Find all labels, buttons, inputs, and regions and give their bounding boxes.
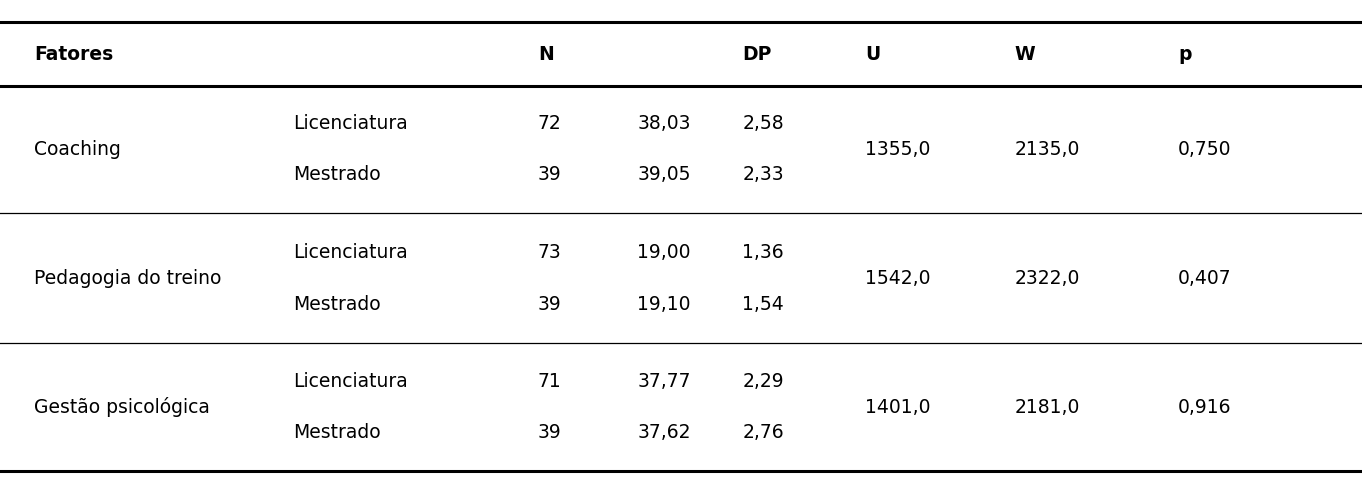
Text: 2322,0: 2322,0 bbox=[1015, 269, 1080, 288]
Text: 2135,0: 2135,0 bbox=[1015, 140, 1080, 159]
Text: 39: 39 bbox=[538, 294, 561, 314]
Text: 39: 39 bbox=[538, 166, 561, 184]
Text: 0,750: 0,750 bbox=[1178, 140, 1231, 159]
Text: 1,54: 1,54 bbox=[742, 294, 785, 314]
Text: 1401,0: 1401,0 bbox=[865, 398, 930, 416]
Text: Mestrado: Mestrado bbox=[293, 294, 380, 314]
Text: Coaching: Coaching bbox=[34, 140, 121, 159]
Text: 1542,0: 1542,0 bbox=[865, 269, 930, 288]
Text: 2181,0: 2181,0 bbox=[1015, 398, 1080, 416]
Text: Licenciatura: Licenciatura bbox=[293, 372, 407, 391]
Text: 73: 73 bbox=[538, 243, 561, 262]
Text: 37,62: 37,62 bbox=[637, 423, 691, 442]
Text: 2,33: 2,33 bbox=[742, 166, 785, 184]
Text: 38,03: 38,03 bbox=[637, 115, 691, 133]
Text: 39: 39 bbox=[538, 423, 561, 442]
Text: 1355,0: 1355,0 bbox=[865, 140, 930, 159]
Text: Pedagogia do treino: Pedagogia do treino bbox=[34, 269, 222, 288]
Text: Licenciatura: Licenciatura bbox=[293, 243, 407, 262]
Text: 19,00: 19,00 bbox=[637, 243, 691, 262]
Text: Fatores: Fatores bbox=[34, 46, 113, 64]
Text: 2,58: 2,58 bbox=[742, 115, 785, 133]
Text: 72: 72 bbox=[538, 115, 561, 133]
Text: Licenciatura: Licenciatura bbox=[293, 115, 407, 133]
Text: 37,77: 37,77 bbox=[637, 372, 691, 391]
Text: DP: DP bbox=[742, 46, 772, 64]
Text: W: W bbox=[1015, 46, 1035, 64]
Text: U: U bbox=[865, 46, 880, 64]
Text: 0,407: 0,407 bbox=[1178, 269, 1231, 288]
Text: p: p bbox=[1178, 46, 1192, 64]
Text: 2,76: 2,76 bbox=[742, 423, 785, 442]
Text: Mestrado: Mestrado bbox=[293, 423, 380, 442]
Text: 71: 71 bbox=[538, 372, 561, 391]
Text: Mestrado: Mestrado bbox=[293, 166, 380, 184]
Text: 39,05: 39,05 bbox=[637, 166, 691, 184]
Text: 19,10: 19,10 bbox=[637, 294, 691, 314]
Text: N: N bbox=[538, 46, 554, 64]
Text: 2,29: 2,29 bbox=[742, 372, 785, 391]
Text: Gestão psicológica: Gestão psicológica bbox=[34, 397, 210, 417]
Text: 0,916: 0,916 bbox=[1178, 398, 1231, 416]
Text: 1,36: 1,36 bbox=[742, 243, 785, 262]
